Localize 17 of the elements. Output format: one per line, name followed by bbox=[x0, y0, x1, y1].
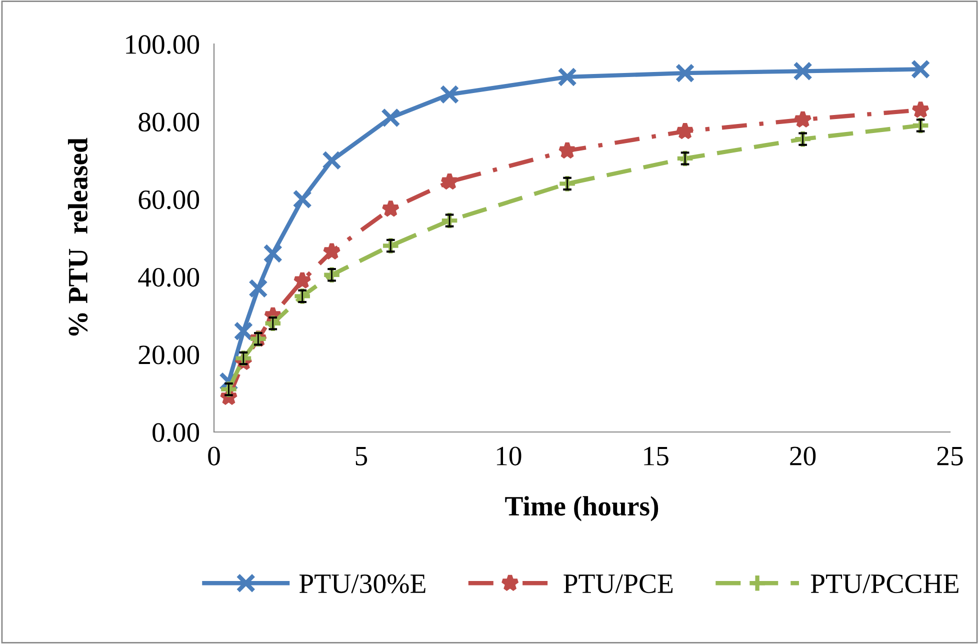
y-tick-label: 60.00 bbox=[138, 190, 200, 210]
y-tick-label: 80.00 bbox=[138, 112, 200, 132]
y-tick-label: 0.00 bbox=[152, 423, 200, 442]
x-axis-title: Time (hours) bbox=[505, 496, 658, 522]
x-tick-label: 0 bbox=[208, 446, 220, 466]
legend-label: PTU/PCCHE bbox=[810, 574, 958, 594]
y-tick-label: 100.00 bbox=[126, 35, 200, 54]
y-axis-title: % PTU released bbox=[68, 138, 88, 336]
y-tick-label: 20.00 bbox=[138, 346, 200, 364]
x-tick-label: 25 bbox=[937, 446, 963, 466]
x-tick-label: 20 bbox=[790, 446, 816, 466]
x-tick-label: 10 bbox=[496, 446, 522, 466]
x-tick-label: 5 bbox=[356, 446, 368, 466]
legend-label: PTU/30%E bbox=[299, 574, 426, 594]
y-tick-label: 40.00 bbox=[138, 268, 200, 287]
x-tick-label: 15 bbox=[644, 446, 668, 466]
legend-label: PTU/PCE bbox=[564, 574, 673, 594]
